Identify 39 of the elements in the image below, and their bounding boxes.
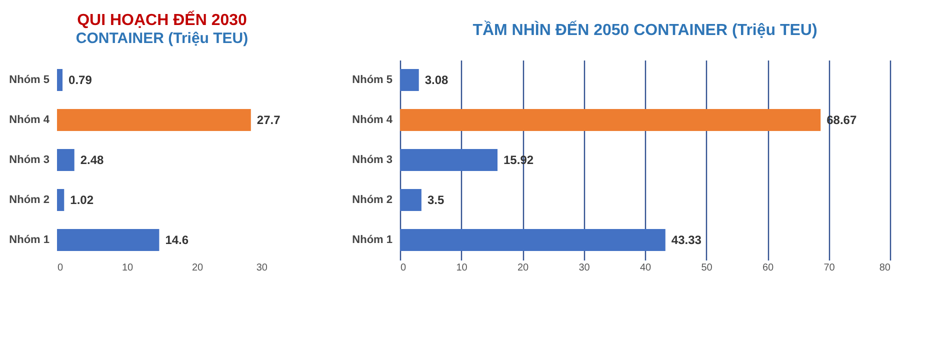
bar	[400, 149, 498, 171]
y-tick-label: Nhóm 4	[352, 114, 394, 126]
data-label: 43.33	[671, 233, 702, 247]
data-label: 2.48	[80, 153, 104, 167]
y-tick-label: Nhóm 5	[352, 74, 392, 86]
y-tick-label: Nhóm 2	[352, 194, 392, 206]
x-tick-label: 0	[400, 262, 406, 274]
x-tick-label: 60	[762, 262, 774, 274]
x-tick-label: 30	[578, 262, 590, 274]
x-tick-label: 20	[192, 262, 204, 274]
data-label: 3.5	[427, 193, 444, 207]
x-tick-label: 20	[517, 262, 529, 274]
data-label: 27.7	[256, 113, 281, 127]
chart-subtitle: CONTAINER (Triệu TEU)	[76, 30, 248, 47]
y-tick-label: Nhóm 1	[352, 234, 392, 246]
x-tick-label: 40	[640, 262, 652, 274]
chart-title: TẦM NHÌN ĐẾN 2050 CONTAINER (Triệu TEU)	[472, 20, 818, 39]
x-tick-label: 50	[701, 262, 713, 274]
x-tick-label: 0	[58, 262, 64, 274]
x-tick-label: 30	[256, 262, 268, 274]
data-label: 1.02	[70, 193, 94, 207]
data-label: 14.6	[165, 233, 189, 247]
chart-title: QUI HOẠCH ĐẾN 2030	[77, 10, 248, 29]
data-label: 3.08	[424, 73, 449, 87]
data-label: 0.79	[68, 73, 92, 87]
x-tick-label: 10	[122, 262, 134, 274]
y-tick-label: Nhóm 3	[9, 154, 50, 166]
y-tick-label: Nhóm 3	[352, 154, 392, 166]
bar	[400, 109, 821, 131]
bar	[400, 189, 422, 211]
y-tick-label: Nhóm 4	[9, 114, 50, 126]
bar	[400, 229, 666, 251]
y-tick-label: Nhóm 1	[9, 234, 50, 246]
bar	[400, 69, 419, 91]
x-tick-label: 70	[824, 262, 836, 274]
x-tick-label: 80	[879, 262, 891, 274]
y-tick-label: Nhóm 5	[9, 74, 50, 86]
y-tick-label: Nhóm 2	[9, 194, 50, 206]
x-tick-label: 10	[456, 262, 468, 274]
